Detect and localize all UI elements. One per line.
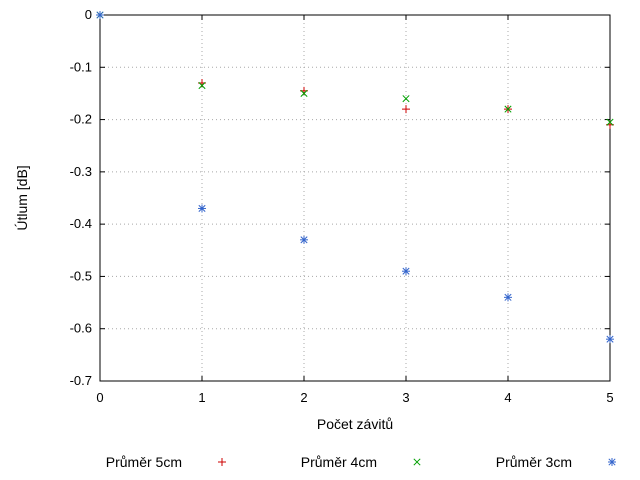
y-tick-label: -0.1 (70, 59, 92, 74)
y-tick-label: -0.4 (70, 216, 92, 231)
cross-marker-icon (300, 89, 308, 97)
legend-item-průměr-5cm: Průměr 5cm (106, 454, 226, 470)
x-axis-label: Počet závitů (317, 416, 393, 432)
cross-marker-icon (413, 458, 421, 466)
legend-label: Průměr 3cm (496, 454, 572, 470)
y-axis-label: Útlum [dB] (14, 165, 30, 230)
y-tick-label: -0.2 (70, 112, 92, 127)
y-tick-label: -0.5 (70, 268, 92, 283)
asterisk-marker-icon (608, 458, 616, 466)
legend-item-průměr-3cm: Průměr 3cm (496, 454, 616, 470)
plus-marker-icon (218, 458, 226, 466)
cross-marker-icon (198, 82, 206, 90)
x-tick-label: 4 (504, 390, 511, 405)
chart-plot-area: 0 1 2 3 4 5 0 -0.1 -0.2 -0.3 -0.4 -0.5 -0.6 -0.7 Průmě… (70, 7, 616, 470)
x-tick-label: 1 (198, 390, 205, 405)
x-tick-label: 3 (402, 390, 409, 405)
cross-marker-icon (402, 95, 410, 103)
asterisk-marker-icon (198, 204, 206, 213)
asterisk-marker-icon (96, 11, 104, 19)
plot-border (99, 14, 611, 382)
cross-marker-icon (606, 118, 614, 126)
series-průměr-4cm (96, 11, 614, 126)
asterisk-marker-icon (402, 267, 410, 276)
asterisk-marker-icon (300, 235, 308, 244)
legend-label: Průměr 5cm (106, 454, 182, 470)
y-tick-label: -0.6 (70, 321, 92, 336)
y-tick-label: 0 (85, 7, 92, 22)
x-tick-label: 2 (300, 390, 307, 405)
asterisk-marker-icon (504, 293, 512, 302)
plus-marker-icon (402, 105, 410, 114)
x-tick-label: 5 (606, 390, 613, 405)
cross-marker-icon (504, 105, 512, 113)
x-tick-label: 0 (96, 390, 103, 405)
asterisk-marker-icon (606, 335, 614, 344)
legend-label: Průměr 4cm (301, 454, 377, 470)
legend-item-průměr-4cm: Průměr 4cm (301, 454, 421, 470)
series-průměr-5cm (96, 11, 614, 129)
y-tick-label: -0.7 (70, 373, 92, 388)
y-tick-label: -0.3 (70, 164, 92, 179)
series-průměr-3cm (96, 11, 614, 344)
